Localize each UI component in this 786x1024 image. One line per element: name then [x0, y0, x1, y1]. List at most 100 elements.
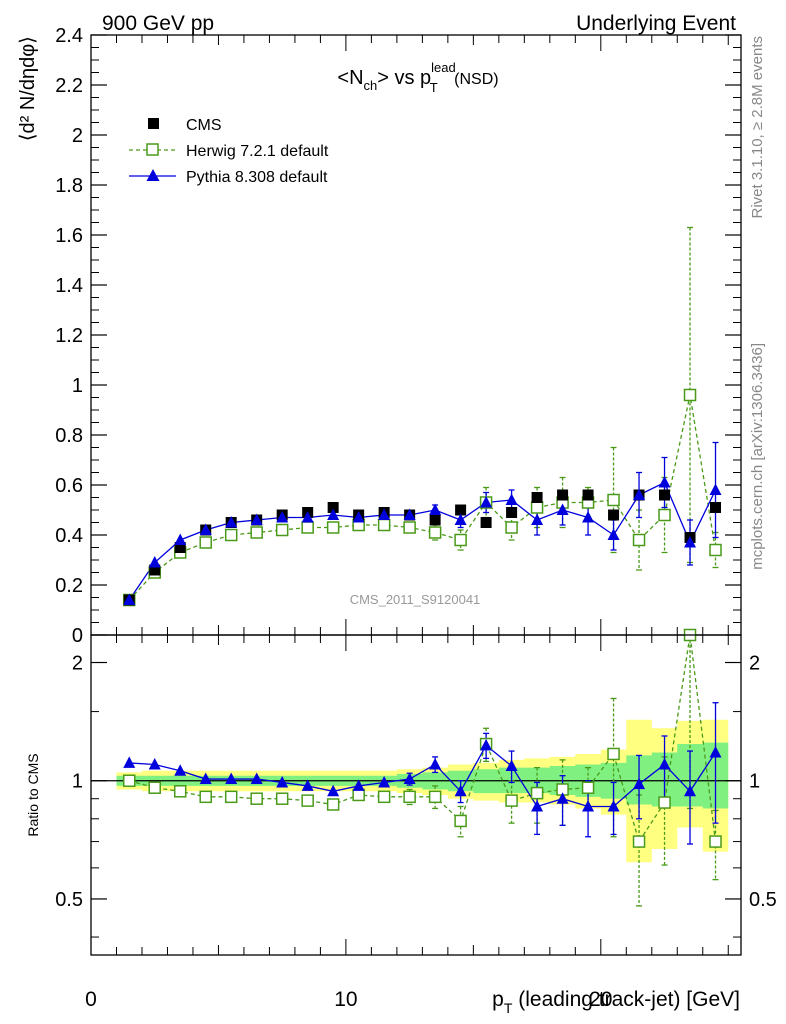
herwig-point: [505, 521, 518, 534]
main-axis-ticks: 0 0.2 0.4 0.6 0.8 1 1.2 1.4 1.6 1.8 2 2.2 2.4: [55, 25, 741, 647]
pythia-point: [174, 533, 187, 545]
pythia-point: [429, 503, 442, 515]
cms-point: [429, 514, 441, 526]
herwig-point: [632, 533, 646, 547]
ratio-pythia-point: [378, 775, 391, 788]
main-panel: 0 0.2 0.4 0.6 0.8 1 1.2 1.4 1.6 1.8 2 2.2 2.4 <Nch> …: [17, 25, 742, 647]
ratio-herwig-point: [709, 835, 722, 848]
ratio-herwig-point: [224, 790, 238, 804]
analysis-id: CMS_2011_S9120041: [350, 592, 481, 607]
ratio-pythia-point: [301, 779, 314, 791]
ratio-pythia-point: [199, 772, 212, 785]
legend: CMS Herwig 7.2.1 default Pythia 8.308 de…: [129, 117, 329, 186]
ratio-pythia-point: [276, 775, 289, 788]
pythia-point: [531, 513, 544, 525]
ratio-pythia-point: [403, 772, 416, 785]
legend-pythia-label: Pythia 8.308 default: [186, 169, 328, 186]
cms-point: [659, 489, 671, 501]
header-right: Underlying Event: [576, 12, 736, 35]
main-ytick-label: 2: [72, 125, 83, 147]
herwig-point: [530, 501, 544, 514]
ratio-panel: 0 10 20 0.5 0.5 1 1 2 2 Ratio to CMS pT (leading…: [25, 628, 777, 1016]
ratio-pythia-point: [454, 784, 467, 797]
ratio-herwig-point: [275, 792, 289, 805]
pythia-point: [633, 488, 646, 500]
herwig-point: [275, 523, 289, 537]
ratio-pythia-point: [174, 764, 187, 776]
main-ytick-label: 2.2: [55, 75, 83, 97]
ratio-herwig-point: [607, 747, 620, 761]
pythia-point: [709, 483, 722, 495]
ratio-ytick-label: 0.5: [55, 889, 83, 911]
ratio-herwig-point: [377, 790, 391, 804]
rivet-label: Rivet 3.1.10, ≥ 2.8M events: [749, 36, 766, 219]
pythia-point: [225, 516, 238, 528]
cms-point: [480, 517, 492, 528]
herwig-point: [454, 533, 467, 547]
ratio-ytick-label-right: 2: [749, 653, 760, 675]
herwig-point: [683, 388, 697, 402]
herwig-point: [607, 493, 620, 507]
ratio-herwig-point: [581, 781, 595, 794]
xtick-label: 0: [85, 988, 97, 1011]
legend-herwig-label: Herwig 7.2.1 default: [186, 143, 329, 160]
pythia-point: [148, 556, 161, 568]
ratio-pythia-point: [633, 777, 646, 790]
ratio-herwig-point: [148, 781, 161, 794]
ratio-herwig-point: [250, 792, 263, 805]
ratio-ytick-label: 1: [72, 771, 83, 793]
pythia-point: [480, 496, 493, 508]
main-ytick-label: 1.8: [55, 175, 83, 197]
pythia-point: [352, 511, 365, 523]
main-ytick-label: 0.8: [55, 425, 83, 447]
main-ytick-label: 0.2: [55, 575, 83, 597]
ratio-herwig-point: [505, 794, 518, 807]
ratio-herwig-point: [403, 790, 416, 804]
main-ytick-label: 0.6: [55, 475, 83, 497]
ratio-ylabel: Ratio to CMS: [25, 753, 41, 836]
ratio-pythia-line: [129, 744, 717, 808]
main-ytick-label: 0: [72, 625, 83, 647]
cms-point: [582, 489, 594, 501]
pythia-point: [378, 508, 391, 520]
ratio-band-inner: [116, 742, 729, 809]
ratio-ytick-label-right: 1: [749, 771, 760, 793]
cms-point: [557, 489, 569, 501]
cms-point: [506, 507, 518, 518]
mcplots-label: mcplots.cern.ch [arXiv:1306.3436]: [749, 343, 766, 570]
main-ytick-label: 2.4: [55, 25, 83, 47]
ratio-pythia-point: [148, 757, 161, 770]
xtick-label: 20: [589, 988, 612, 1011]
cms-point: [174, 542, 186, 553]
main-title: <Nch> vs plead T (NSD): [337, 60, 498, 95]
header-left: 900 GeV pp: [102, 12, 214, 35]
cms-point: [608, 509, 620, 521]
ratio-herwig-point: [530, 786, 544, 800]
legend-cms-label: CMS: [186, 117, 222, 134]
main-ytick-label: 1: [72, 375, 83, 397]
ratio-herwig-point: [632, 835, 646, 848]
ratio-herwig-point: [658, 796, 671, 809]
main-ylabel: ⟨d² N/dηdφ⟩: [17, 36, 39, 141]
ratio-pythia-point: [658, 757, 671, 770]
pythia-point: [582, 511, 595, 523]
main-data-layer: [122, 226, 722, 607]
cms-point: [327, 502, 339, 513]
herwig-point: [250, 526, 263, 539]
ratio-pythia-point: [709, 746, 722, 758]
ratio-herwig-point: [326, 798, 340, 811]
ratio-pythia-point: [607, 799, 620, 812]
main-ytick-label: 0.4: [55, 525, 83, 547]
herwig-point: [377, 518, 391, 532]
pythia-point: [301, 511, 314, 523]
legend-pythia-marker: [146, 169, 160, 181]
ratio-herwig-point: [122, 774, 136, 787]
ratio-herwig-point: [454, 814, 467, 828]
ratio-herwig-point: [301, 794, 314, 807]
main-ytick-label: 1.2: [55, 325, 83, 347]
pythia-point: [556, 503, 569, 515]
legend-herwig-marker: [146, 143, 159, 156]
ratio-pythia-point: [505, 759, 518, 772]
cms-point: [710, 502, 722, 513]
